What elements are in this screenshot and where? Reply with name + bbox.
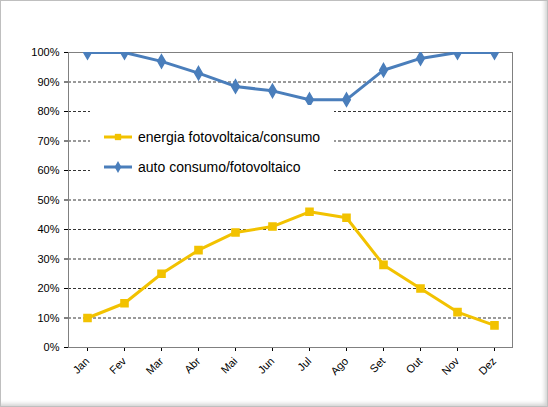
svg-text:Dez: Dez <box>476 355 498 377</box>
svg-text:Nov: Nov <box>439 354 462 377</box>
html-text:energia fotovoltaica/consumo: energia fotovoltaica/consumo <box>138 129 321 146</box>
svg-text:Set: Set <box>367 355 387 375</box>
svg-text:Jan: Jan <box>70 355 91 376</box>
svg-text:10%: 10% <box>37 312 59 324</box>
svg-text:Jul: Jul <box>295 355 313 373</box>
svg-text:20%: 20% <box>37 282 59 294</box>
svg-text:70%: 70% <box>37 135 59 147</box>
svg-text:80%: 80% <box>37 105 59 117</box>
svg-text:Mar: Mar <box>144 355 166 377</box>
svg-text:Abr: Abr <box>182 355 203 376</box>
svg-text:0%: 0% <box>44 341 60 353</box>
svg-text:40%: 40% <box>37 223 59 235</box>
svg-text:Mai: Mai <box>218 355 239 376</box>
svg-text:Out: Out <box>403 355 424 376</box>
svg-text:30%: 30% <box>37 253 59 265</box>
svg-text:Ago: Ago <box>328 355 350 377</box>
svg-text:100%: 100% <box>31 46 59 58</box>
svg-text:50%: 50% <box>37 194 59 206</box>
svg-text:90%: 90% <box>37 76 59 88</box>
svg-text:Jun: Jun <box>255 355 276 376</box>
html-text:auto consumo/fotovoltaico: auto consumo/fotovoltaico <box>138 159 301 176</box>
svg-text:60%: 60% <box>37 164 59 176</box>
svg-text:Fev: Fev <box>107 354 129 376</box>
